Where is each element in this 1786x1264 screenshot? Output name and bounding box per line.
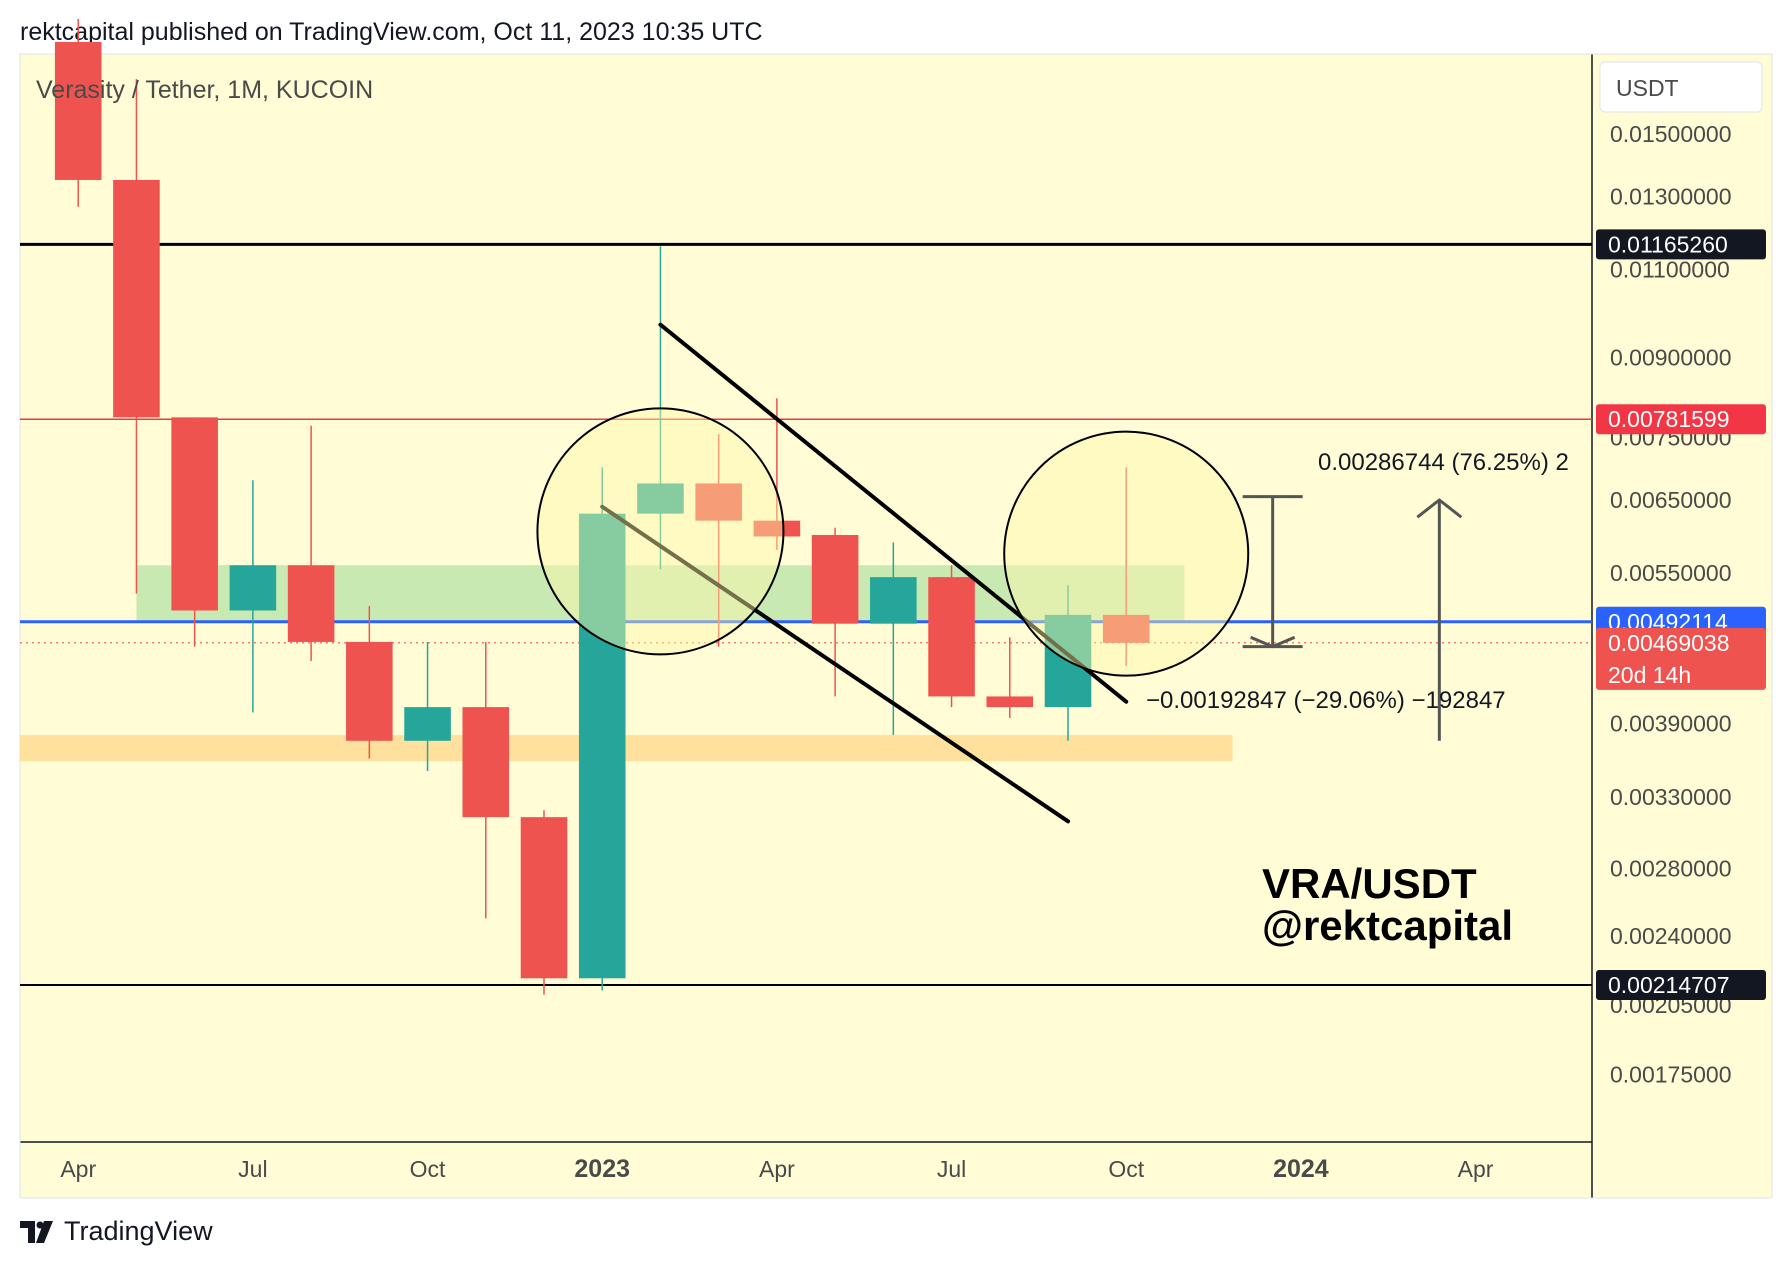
price-tick-label: 0.00330000 (1610, 784, 1732, 810)
price-tick-label: 0.00550000 (1610, 560, 1732, 586)
candle-body[interactable] (986, 696, 1034, 708)
price-tick-label: 0.01100000 (1610, 257, 1730, 283)
candle-body[interactable] (54, 42, 102, 180)
candle-body[interactable] (870, 577, 917, 624)
footer: TradingView (20, 1216, 213, 1247)
currency-button[interactable]: USDT (1599, 61, 1763, 113)
arrow-down-icon (1250, 635, 1296, 649)
price-badge (1596, 229, 1766, 260)
price-badge (1596, 627, 1766, 690)
time-axis-panel (20, 1142, 1592, 1198)
candle-body[interactable] (695, 483, 742, 521)
candle-body[interactable] (113, 179, 160, 418)
price-badge-label: 0.00781599 (1608, 406, 1730, 432)
price-badge (1596, 404, 1766, 435)
time-tick-label: Jul (937, 1156, 966, 1182)
bar-countdown-label: 20d 14h (1608, 662, 1691, 688)
arrow-up-icon (1416, 498, 1463, 519)
watermark-handle: @rektcapital (1262, 902, 1513, 949)
highlight-circle-right[interactable] (1003, 430, 1250, 677)
channel-upper-line[interactable] (658, 322, 1129, 704)
highlight-circle-left[interactable] (536, 407, 785, 656)
price-badge-label: 0.01165260 (1608, 231, 1728, 257)
candle-body[interactable] (520, 817, 568, 979)
price-tick-label: 0.00650000 (1610, 487, 1732, 513)
price-badge-label: 0.00469038 (1608, 630, 1730, 656)
price-tick-label: 0.01300000 (1610, 183, 1732, 209)
channel-lower-line[interactable] (600, 504, 1070, 824)
downside-measure-label: −0.00192847 (−29.06%) −192847 (1146, 687, 1506, 714)
symbol-label: Verasity / Tether, 1M, KUCOIN (36, 76, 373, 104)
time-tick-label: Apr (759, 1156, 795, 1182)
time-tick-label: Jul (238, 1156, 267, 1182)
price-tick-label: 0.00240000 (1610, 923, 1732, 949)
price-tick-label: 0.00175000 (1610, 1062, 1732, 1088)
upside-measure-label: 0.00286744 (76.25%) 2 (1318, 449, 1569, 476)
watermark-pair: VRA/USDT (1262, 860, 1477, 907)
candle-body[interactable] (811, 535, 859, 624)
price-tick-label: 0.00390000 (1610, 711, 1732, 737)
time-tick-label: Oct (1108, 1156, 1144, 1182)
candle-body[interactable] (171, 417, 218, 611)
time-tick-label: 2024 (1273, 1155, 1329, 1183)
time-tick-label: 2023 (574, 1155, 630, 1183)
chart-frame (19, 53, 1773, 1199)
candle-body[interactable] (287, 565, 335, 642)
candle-body[interactable] (229, 565, 277, 611)
footer-brand: TradingView (64, 1216, 213, 1246)
candle-body[interactable] (578, 513, 626, 979)
price-tick-label: 0.00280000 (1610, 856, 1732, 882)
candle-body[interactable] (404, 707, 451, 741)
currency-button-label: USDT (1616, 75, 1679, 101)
price-tick-label: 0.01500000 (1610, 121, 1732, 147)
candle-body[interactable] (928, 577, 975, 697)
publish-header: rektcapital published on TradingView.com… (20, 18, 763, 46)
tradingview-logo-icon (20, 1220, 53, 1243)
candle-body[interactable] (1102, 614, 1150, 643)
price-badge (1596, 969, 1766, 1000)
time-tick-label: Apr (1458, 1156, 1494, 1182)
candle-body[interactable] (637, 483, 684, 514)
price-tick-label: 0.00900000 (1610, 344, 1732, 370)
candle-body[interactable] (462, 707, 510, 818)
time-tick-label: Apr (60, 1156, 96, 1182)
candle-body[interactable] (753, 520, 801, 537)
time-tick-label: Oct (410, 1156, 446, 1182)
demand-zone-orange (20, 735, 1233, 762)
price-badge-label: 0.00214707 (1608, 972, 1730, 998)
candle-body[interactable] (346, 641, 393, 741)
